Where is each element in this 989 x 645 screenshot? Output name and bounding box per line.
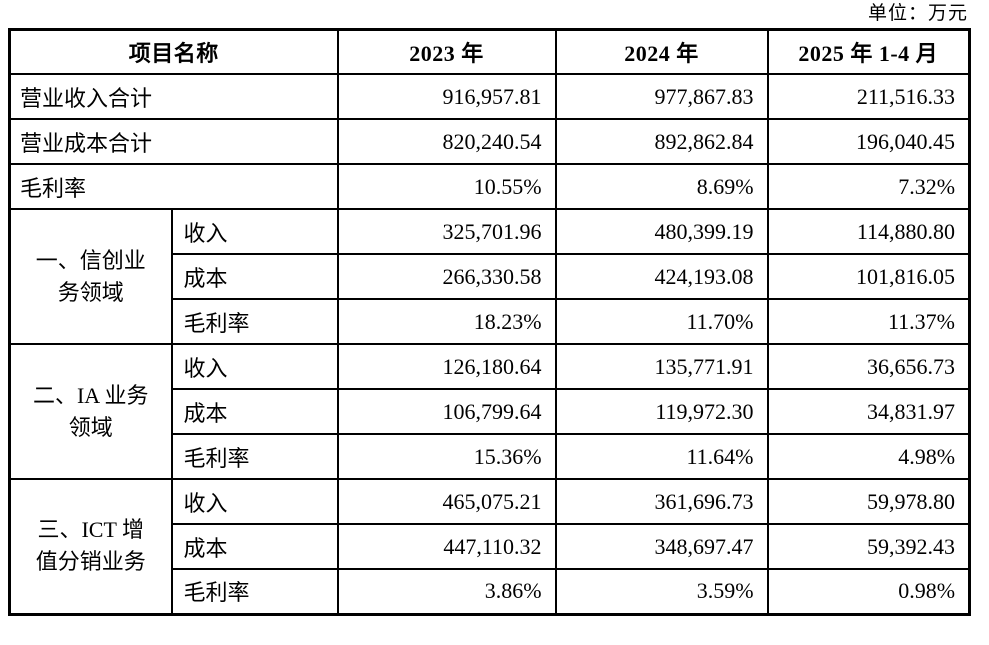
cell-value: 196,040.45 xyxy=(766,118,971,165)
cell-value: 126,180.64 xyxy=(336,343,557,390)
header-cell-2024: 2024 年 xyxy=(554,28,769,75)
row-label: 营业收入合计 xyxy=(8,73,339,120)
sub-row-label: 成本 xyxy=(170,253,339,300)
cell-value: 3.59% xyxy=(554,568,769,615)
cell-value: 10.55% xyxy=(336,163,557,210)
header-cell-2025-1-4: 2025 年 1-4 月 xyxy=(766,28,971,75)
table-row-group3-margin: 毛利率 3.86% 3.59% 0.98% xyxy=(10,568,971,615)
table-row-total-cost: 营业成本合计 820,240.54 892,862.84 196,040.45 xyxy=(8,118,971,165)
cell-value: 424,193.08 xyxy=(554,253,769,300)
header-row: 项目名称 2023 年 2024 年 2025 年 1-4 月 xyxy=(8,28,971,75)
cell-value: 59,978.80 xyxy=(766,478,971,525)
group-label-ict: 三、ICT 增 值分销业务 xyxy=(8,478,173,615)
sub-row-label: 收入 xyxy=(170,343,339,390)
table-row-group1-margin: 毛利率 18.23% 11.70% 11.37% xyxy=(10,298,971,345)
sub-row-label: 收入 xyxy=(170,478,339,525)
table-row-group1-cost: 成本 266,330.58 424,193.08 101,816.05 xyxy=(10,253,971,300)
cell-value: 7.32% xyxy=(766,163,971,210)
table-row-gross-margin: 毛利率 10.55% 8.69% 7.32% xyxy=(8,163,971,210)
table-row-group2-revenue: 二、IA 业务 领域 收入 126,180.64 135,771.91 36,6… xyxy=(8,343,971,480)
cell-value: 18.23% xyxy=(336,298,557,345)
row-label: 营业成本合计 xyxy=(8,118,339,165)
cell-value: 977,867.83 xyxy=(554,73,769,120)
row-label: 毛利率 xyxy=(8,163,339,210)
cell-value: 119,972.30 xyxy=(554,388,769,435)
sub-row-label: 收入 xyxy=(170,208,339,255)
cell-value: 0.98% xyxy=(766,568,971,615)
cell-value: 11.64% xyxy=(554,433,769,480)
cell-value: 916,957.81 xyxy=(336,73,557,120)
table-row-total-revenue: 营业收入合计 916,957.81 977,867.83 211,516.33 xyxy=(8,73,971,120)
cell-value: 34,831.97 xyxy=(766,388,971,435)
cell-value: 36,656.73 xyxy=(766,343,971,390)
cell-value: 348,697.47 xyxy=(554,523,769,570)
cell-value: 4.98% xyxy=(766,433,971,480)
table-row-group1-revenue: 一、信创业 务领域 收入 325,701.96 480,399.19 114,8… xyxy=(8,208,971,345)
cell-value: 361,696.73 xyxy=(554,478,769,525)
table-row-group3-revenue: 三、ICT 增 值分销业务 收入 465,075.21 361,696.73 5… xyxy=(8,478,971,615)
sub-row-label: 毛利率 xyxy=(170,433,339,480)
cell-value: 106,799.64 xyxy=(336,388,557,435)
sub-row-label: 成本 xyxy=(170,523,339,570)
cell-value: 211,516.33 xyxy=(766,73,971,120)
cell-value: 114,880.80 xyxy=(766,208,971,255)
cell-value: 3.86% xyxy=(336,568,557,615)
cell-value: 8.69% xyxy=(554,163,769,210)
cell-value: 15.36% xyxy=(336,433,557,480)
cell-value: 101,816.05 xyxy=(766,253,971,300)
cell-value: 135,771.91 xyxy=(554,343,769,390)
financial-table: 项目名称 2023 年 2024 年 2025 年 1-4 月 营业收入合计 9… xyxy=(8,28,972,616)
cell-value: 266,330.58 xyxy=(336,253,557,300)
cell-value: 11.70% xyxy=(554,298,769,345)
header-cell-2023: 2023 年 xyxy=(336,28,557,75)
table-row-group2-cost: 成本 106,799.64 119,972.30 34,831.97 xyxy=(10,388,971,435)
group-label-xinchuang: 一、信创业 务领域 xyxy=(8,208,173,345)
unit-label: 单位：万元 xyxy=(867,3,968,24)
table-row-group2-margin: 毛利率 15.36% 11.64% 4.98% xyxy=(10,433,971,480)
sub-row-label: 毛利率 xyxy=(170,298,339,345)
cell-value: 892,862.84 xyxy=(554,118,769,165)
sub-row-label: 成本 xyxy=(170,388,339,435)
header-cell-item-name: 项目名称 xyxy=(8,28,339,75)
sub-row-label: 毛利率 xyxy=(170,568,339,615)
cell-value: 11.37% xyxy=(766,298,971,345)
table-row-group3-cost: 成本 447,110.32 348,697.47 59,392.43 xyxy=(10,523,971,570)
cell-value: 447,110.32 xyxy=(336,523,557,570)
group-label-ia: 二、IA 业务 领域 xyxy=(8,343,173,480)
cell-value: 480,399.19 xyxy=(554,208,769,255)
cell-value: 325,701.96 xyxy=(336,208,557,255)
cell-value: 59,392.43 xyxy=(766,523,971,570)
document-page: 单位：万元 项目名称 2023 年 2024 年 2025 年 1-4 月 营业… xyxy=(8,0,972,616)
cell-value: 465,075.21 xyxy=(336,478,557,525)
cell-value: 820,240.54 xyxy=(336,118,557,165)
